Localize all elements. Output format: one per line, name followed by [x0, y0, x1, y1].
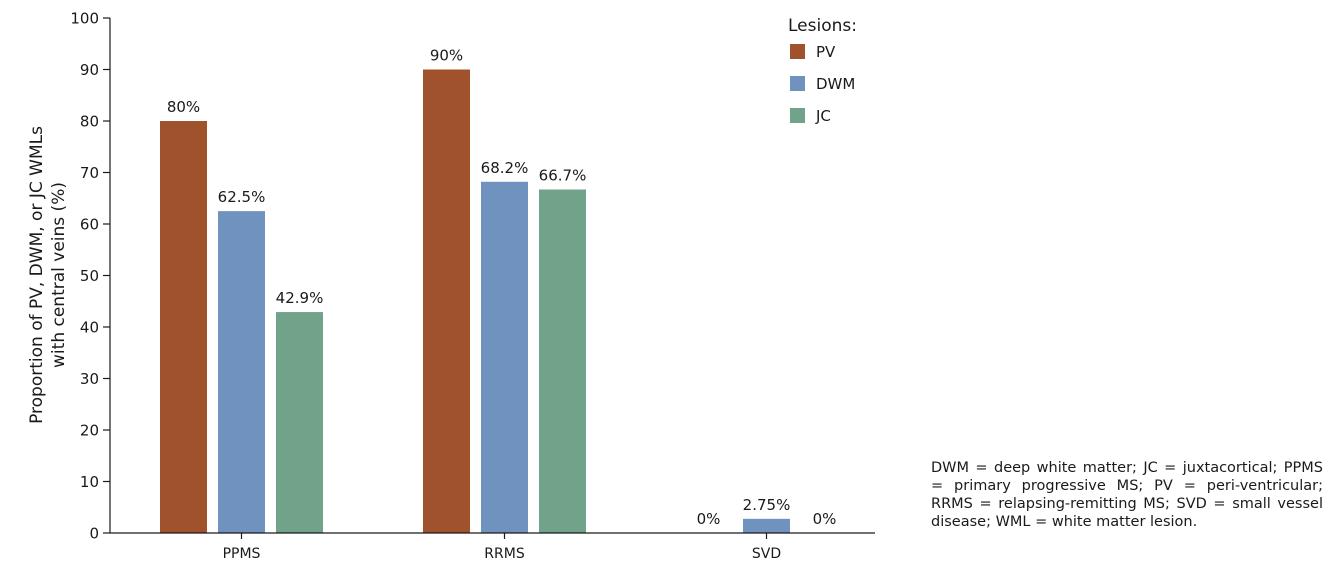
bar-rrms-jc — [539, 189, 586, 533]
bar-ppms-dwm — [218, 211, 265, 533]
y-axis-label-line-2: with central veins (%) — [49, 182, 69, 368]
legend-swatch-pv — [790, 44, 805, 59]
y-tick-label: 20 — [80, 422, 99, 440]
bar-label-rrms-jc: 66.7% — [539, 166, 587, 184]
bar-label-ppms-jc: 42.9% — [276, 289, 324, 307]
bar-ppms-pv — [160, 121, 207, 533]
bar-ppms-jc — [276, 312, 323, 533]
bar-label-ppms-dwm: 62.5% — [218, 188, 266, 206]
legend-label-jc: JC — [815, 107, 831, 125]
y-tick-label: 30 — [80, 370, 99, 388]
y-axis-ticks: 0 10 20 30 40 50 60 70 80 90 100 — [70, 10, 110, 543]
y-tick-label: 50 — [80, 267, 99, 285]
bar-rrms-pv — [423, 69, 470, 533]
bars — [160, 69, 790, 533]
y-tick-label: 0 — [89, 525, 99, 543]
y-tick-label: 80 — [80, 113, 99, 131]
bar-label-rrms-pv: 90% — [430, 47, 463, 65]
x-tick-label: RRMS — [484, 546, 525, 561]
bar-chart: Proportion of PV, DWM, or JC WMLs with c… — [27, 10, 875, 561]
bar-label-svd-pv: 0% — [697, 510, 721, 528]
legend-swatch-dwm — [790, 76, 805, 91]
bar-label-svd-jc: 0% — [813, 510, 837, 528]
legend-title: Lesions: — [788, 16, 857, 36]
x-axis-ticks: PPMS RRMS SVD — [223, 533, 781, 561]
legend-label-pv: PV — [816, 43, 836, 61]
y-tick-label: 60 — [80, 216, 99, 234]
bar-label-svd-dwm: 2.75% — [743, 496, 791, 514]
x-tick-label: SVD — [752, 546, 781, 561]
bar-rrms-dwm — [481, 181, 528, 533]
y-tick-label: 90 — [80, 61, 99, 79]
y-tick-label: 40 — [80, 319, 99, 337]
y-tick-label: 100 — [70, 10, 99, 28]
y-tick-label: 10 — [80, 473, 99, 491]
bar-svd-dwm — [743, 518, 790, 533]
y-axis-label: Proportion of PV, DWM, or JC WMLs with c… — [27, 126, 69, 424]
x-tick-label: PPMS — [223, 546, 261, 561]
y-axis-label-line-1: Proportion of PV, DWM, or JC WMLs — [27, 126, 47, 424]
bar-value-labels: 80% 62.5% 42.9% 90% 68.2% 66.7% 0% 2.75% 0% — [167, 47, 837, 529]
bar-label-ppms-pv: 80% — [167, 98, 200, 116]
y-tick-label: 70 — [80, 164, 99, 182]
footnote: DWM = deep white matter; JC = juxtacorti… — [931, 460, 1323, 530]
legend-label-dwm: DWM — [816, 75, 855, 93]
legend-swatch-jc — [790, 108, 805, 123]
legend: Lesions: PV DWM JC — [788, 16, 857, 125]
bar-label-rrms-dwm: 68.2% — [481, 159, 529, 177]
